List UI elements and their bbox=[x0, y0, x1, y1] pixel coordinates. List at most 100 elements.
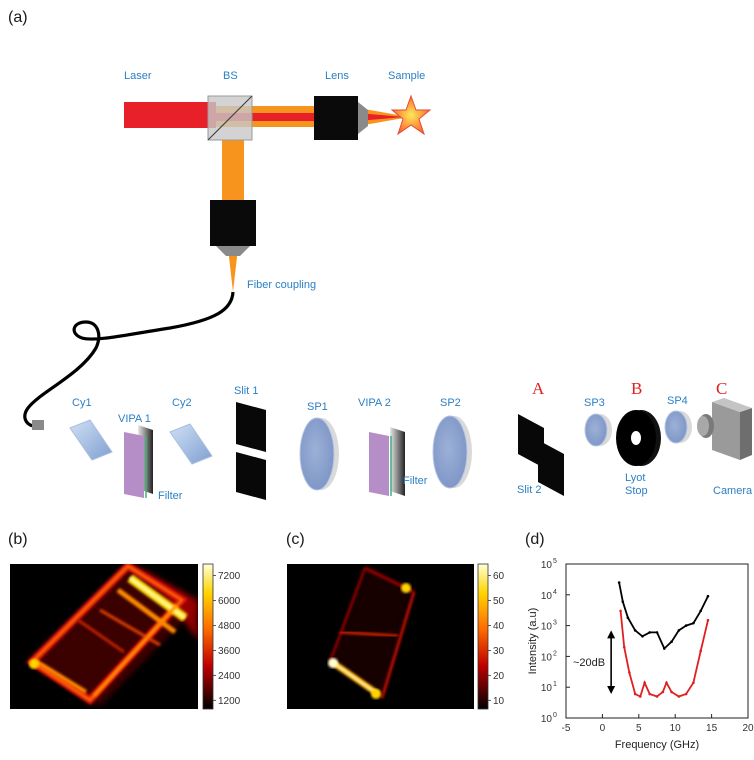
objective-lens bbox=[314, 96, 358, 140]
y-tick-label: 10 bbox=[541, 683, 553, 694]
sp2-label: SP2 bbox=[440, 397, 461, 409]
plane-b-label: B bbox=[631, 379, 642, 398]
slit2-left-blade bbox=[518, 414, 544, 468]
series-1-point bbox=[633, 692, 637, 696]
fiber-cone bbox=[228, 248, 238, 292]
fiber-coupler bbox=[210, 200, 256, 246]
camera-body-side bbox=[712, 402, 740, 460]
cy2-label: Cy2 bbox=[172, 397, 192, 409]
series-1-point bbox=[692, 681, 695, 684]
plot-frame bbox=[565, 563, 749, 719]
lyot-stop-aperture bbox=[631, 431, 641, 445]
x-tick-label: 20 bbox=[742, 723, 754, 734]
y-tick-label: 10 bbox=[541, 560, 553, 571]
optical-fiber bbox=[23, 291, 235, 428]
series-1-point bbox=[643, 681, 646, 684]
series-0-point bbox=[621, 600, 625, 603]
colorbar-tick-label: 40 bbox=[493, 621, 505, 632]
fiber-coupling-label: Fiber coupling bbox=[247, 279, 316, 291]
x-tick-label: -5 bbox=[562, 723, 571, 734]
sp3-lens bbox=[584, 413, 608, 447]
colorbar-b-ticks: 7200 6000 4800 3600 2400 1200 bbox=[213, 571, 241, 707]
series-0-point bbox=[684, 624, 688, 627]
sp4-label: SP4 bbox=[667, 395, 688, 407]
annotation-arrowhead-down bbox=[607, 686, 616, 695]
panel-d-label: (d) bbox=[525, 531, 545, 548]
slit1-top-blade bbox=[236, 402, 266, 452]
colorbar-tick-label: 50 bbox=[493, 596, 505, 607]
colorbar-tick-label: 20 bbox=[493, 671, 505, 682]
colorbar-tick-label: 3600 bbox=[218, 646, 241, 657]
series-1-point bbox=[684, 692, 688, 696]
series-0-point bbox=[626, 616, 630, 620]
detection-beam bbox=[222, 140, 244, 200]
colorbar-tick-label: 2400 bbox=[218, 671, 241, 682]
series-1-point bbox=[622, 645, 626, 649]
series-1-point bbox=[670, 690, 673, 694]
y-tick-exponent: 3 bbox=[553, 620, 557, 627]
slit1-bottom-blade bbox=[236, 452, 266, 500]
vipa2-label: VIPA 2 bbox=[358, 397, 391, 409]
y-tick-exponent: 2 bbox=[553, 650, 557, 657]
colorbar-tick-label: 1200 bbox=[218, 696, 241, 707]
series-0-point bbox=[633, 629, 637, 632]
panel-a-label: (a) bbox=[8, 9, 28, 26]
series-0-point bbox=[648, 631, 652, 634]
filter2-label: Filter bbox=[403, 475, 428, 487]
series-1-point bbox=[655, 695, 659, 698]
y-tick-exponent: 0 bbox=[553, 712, 557, 719]
colorbar-c bbox=[477, 563, 489, 710]
cy2-lens bbox=[169, 423, 213, 465]
beam-splitter-diagonal bbox=[207, 95, 253, 141]
y-tick-label: 10 bbox=[541, 652, 553, 663]
input-beam bbox=[216, 113, 316, 121]
plane-a-label: A bbox=[532, 379, 545, 398]
vipa1-label: VIPA 1 bbox=[118, 413, 151, 425]
slit2-right-blade bbox=[538, 440, 564, 496]
y-tick-exponent: 5 bbox=[553, 558, 557, 565]
fiber-coupler-tip bbox=[216, 246, 250, 256]
series-1-point bbox=[628, 671, 631, 674]
colorbar-tick-label: 10 bbox=[493, 696, 505, 707]
colorbar-tick-label: 7200 bbox=[218, 571, 241, 582]
annotation-label: ~20dB bbox=[573, 657, 605, 669]
sp1-lens bbox=[299, 417, 335, 491]
colorbar-tick-label: 30 bbox=[493, 646, 505, 657]
lyot-label: Lyot bbox=[625, 472, 645, 484]
y-tick-label: 10 bbox=[541, 714, 553, 725]
series-0-point bbox=[692, 621, 695, 625]
camera-body-top bbox=[712, 398, 752, 412]
laser-beam bbox=[124, 102, 216, 128]
series-0-point bbox=[699, 609, 702, 613]
series-0-point bbox=[670, 640, 673, 644]
plane-c-label: C bbox=[716, 379, 727, 398]
series-0-point bbox=[706, 594, 710, 598]
sample-label: Sample bbox=[388, 70, 425, 82]
annotation-arrowhead-up bbox=[607, 630, 616, 639]
lens-label: Lens bbox=[325, 70, 349, 82]
series-1-point bbox=[699, 649, 702, 653]
vipa2-glass bbox=[390, 427, 405, 496]
x-tick-label: 15 bbox=[706, 723, 718, 734]
colorbar-tick-label: 6000 bbox=[218, 596, 241, 607]
panel-b-label: (b) bbox=[8, 531, 28, 548]
x-axis-label: Frequency (GHz) bbox=[615, 739, 699, 751]
series-0-point bbox=[641, 634, 644, 638]
series-line-1 bbox=[619, 610, 709, 698]
slit2-label: Slit 2 bbox=[517, 484, 541, 496]
y-tick-exponent: 4 bbox=[553, 589, 557, 596]
objective-lens-tip bbox=[358, 102, 368, 134]
x-tick-label: 0 bbox=[600, 723, 606, 734]
colorbar-tick-label: 60 bbox=[493, 571, 505, 582]
series-0-point bbox=[677, 629, 681, 632]
series-1-point bbox=[665, 681, 668, 684]
colorbar-c-ticks: 60 50 40 30 20 10 bbox=[488, 571, 505, 707]
cy1-label: Cy1 bbox=[72, 397, 92, 409]
series-1-point bbox=[706, 618, 710, 622]
sp4-lens bbox=[664, 410, 688, 444]
slit1-label: Slit 1 bbox=[234, 385, 258, 397]
x-tick-label: 5 bbox=[636, 723, 642, 734]
y-axis-label: Intensity (a.u) bbox=[527, 608, 539, 675]
